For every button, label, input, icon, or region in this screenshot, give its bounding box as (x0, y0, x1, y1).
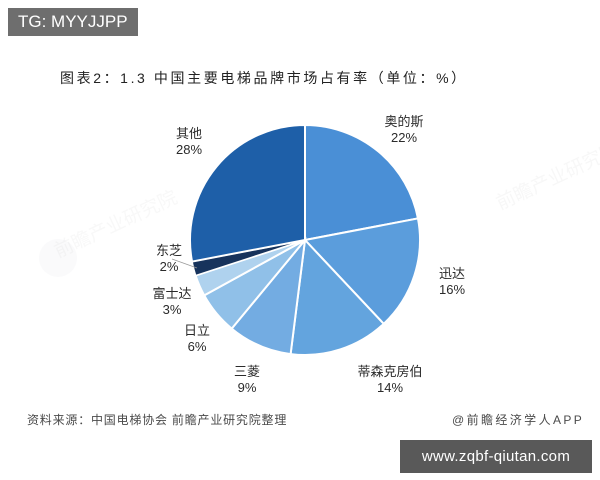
svg-text:16%: 16% (439, 282, 465, 297)
svg-text:14%: 14% (377, 380, 403, 395)
svg-text:2%: 2% (160, 259, 179, 274)
svg-text:3%: 3% (163, 302, 182, 317)
svg-text:蒂森克房伯: 蒂森克房伯 (357, 364, 422, 379)
svg-text:28%: 28% (176, 142, 202, 157)
svg-text:9%: 9% (238, 380, 257, 395)
svg-text:三菱: 三菱 (234, 364, 260, 379)
svg-text:6%: 6% (188, 339, 207, 354)
svg-text:迅达: 迅达 (439, 266, 465, 281)
svg-text:奥的斯: 奥的斯 (384, 114, 423, 129)
svg-text:其他: 其他 (176, 126, 202, 141)
svg-text:日立: 日立 (184, 323, 210, 338)
svg-text:东芝: 东芝 (156, 243, 182, 258)
svg-text:富士达: 富士达 (152, 286, 191, 301)
svg-text:22%: 22% (391, 130, 417, 145)
